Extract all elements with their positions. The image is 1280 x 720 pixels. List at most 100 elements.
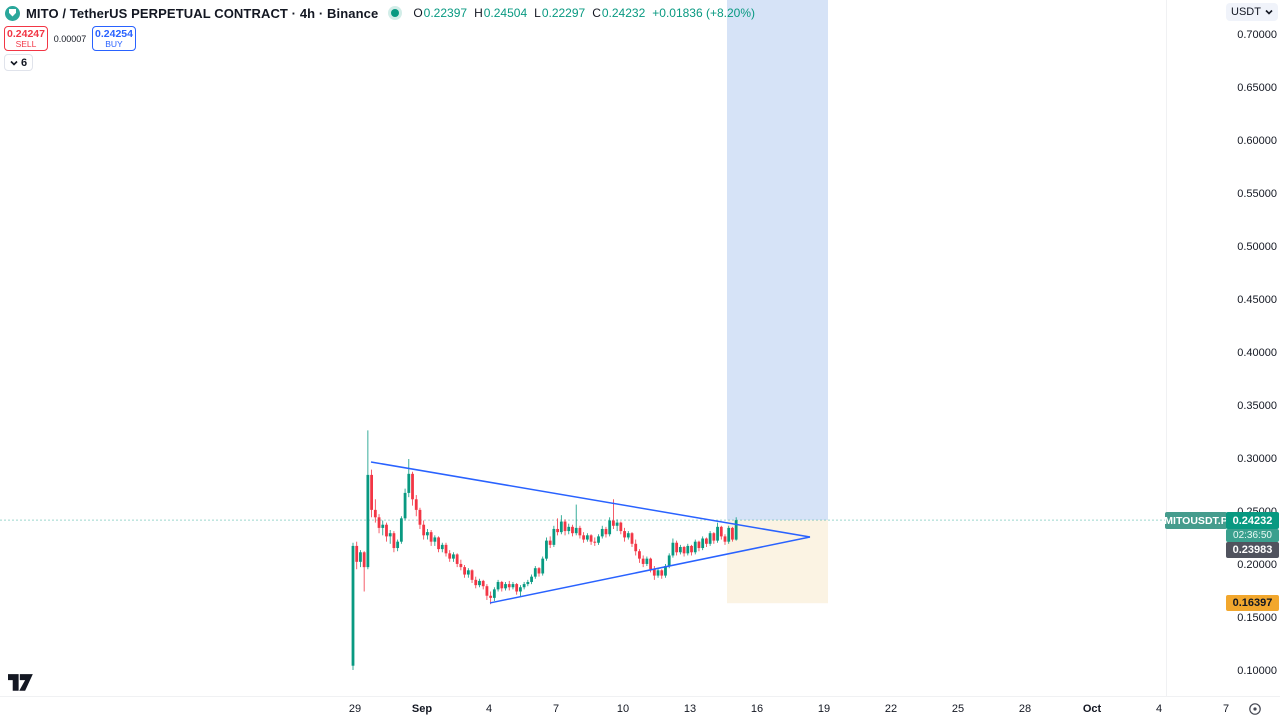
- candle: [519, 587, 522, 592]
- candle: [537, 568, 541, 574]
- candle: [533, 568, 537, 577]
- price-tick-label: 0.45000: [1237, 294, 1277, 306]
- level-price-label: 0.16397: [1226, 595, 1279, 612]
- symbol-logo-icon: [5, 5, 20, 21]
- price-tick-label: 0.10000: [1237, 665, 1277, 677]
- symbol-title[interactable]: MITO / TetherUS PERPETUAL CONTRACT · 4h …: [26, 5, 379, 21]
- candle: [701, 538, 705, 549]
- spread-value: 0.00007: [53, 33, 87, 44]
- candle: [507, 584, 511, 588]
- sell-button[interactable]: 0.24247 SELL: [4, 26, 48, 51]
- candle: [366, 474, 370, 568]
- last-price-label: 0.24232: [1226, 512, 1279, 530]
- candle: [682, 546, 686, 554]
- candle: [481, 580, 485, 587]
- currency-dropdown[interactable]: USDT: [1226, 3, 1278, 21]
- candle: [444, 544, 448, 554]
- candle: [530, 576, 533, 582]
- candle: [649, 558, 652, 570]
- candle: [686, 545, 690, 554]
- candle: [623, 531, 626, 538]
- highlight-band-blue: [727, 0, 828, 521]
- time-tick-label: 10: [616, 703, 630, 715]
- time-tick-label: 7: [552, 703, 560, 715]
- candle: [660, 570, 664, 576]
- indicator-count: 6: [21, 56, 28, 69]
- candle: [600, 528, 604, 537]
- candle: [712, 533, 716, 541]
- candle: [585, 535, 589, 540]
- price-tick-label: 0.40000: [1237, 347, 1277, 359]
- candle: [723, 536, 727, 542]
- symbol-legend[interactable]: MITO / TetherUS PERPETUAL CONTRACT · 4h …: [5, 4, 755, 22]
- close-label: C: [592, 6, 601, 20]
- sell-label: SELL: [15, 38, 37, 49]
- candle: [485, 586, 489, 596]
- candle: [437, 537, 440, 550]
- candle: [693, 541, 697, 553]
- candle: [667, 555, 671, 567]
- price-tick-label: 0.70000: [1237, 29, 1277, 41]
- candle: [630, 533, 634, 544]
- buy-price: 0.24254: [95, 27, 133, 40]
- candle: [478, 580, 481, 586]
- time-tick-label: 29: [348, 703, 362, 715]
- price-tick-label: 0.60000: [1237, 135, 1277, 147]
- go-to-realtime-button[interactable]: [1247, 701, 1263, 717]
- candle: [645, 558, 649, 564]
- candle: [638, 551, 641, 559]
- highlight-band-beige: [727, 520, 828, 604]
- candle: [504, 584, 507, 589]
- price-tick-label: 0.15000: [1237, 612, 1277, 624]
- candle: [500, 581, 504, 589]
- candle: [582, 535, 586, 540]
- market-open-dot-icon[interactable]: [391, 9, 400, 17]
- candle: [641, 558, 645, 564]
- candle: [619, 522, 623, 532]
- candle: [489, 595, 493, 598]
- candle: [678, 546, 682, 553]
- candle: [359, 552, 362, 562]
- price-axis[interactable]: USDT 0.70000 0.65000 0.60000 0.55000 0.50000…: [1164, 0, 1280, 696]
- price-tick-label: 0.65000: [1237, 82, 1277, 94]
- candle: [552, 528, 556, 545]
- symbol-price-tag: MITOUSDT.P: [1164, 512, 1228, 530]
- candle-countdown-label: 02:36:50: [1226, 529, 1279, 543]
- candle: [656, 570, 660, 576]
- candle: [411, 473, 414, 500]
- candle: [526, 581, 530, 585]
- candle: [716, 526, 719, 541]
- candle: [612, 520, 615, 526]
- candle: [626, 533, 630, 538]
- secondary-price-label: 0.23983: [1226, 542, 1279, 559]
- candle: [455, 554, 459, 564]
- candle: [399, 518, 403, 542]
- candle: [690, 545, 693, 553]
- candle: [396, 541, 400, 549]
- object-tree-toggle[interactable]: 6: [4, 54, 34, 71]
- candle: [373, 509, 377, 518]
- candle: [615, 522, 619, 526]
- candle: [351, 545, 355, 666]
- candle: [426, 532, 429, 536]
- candle: [574, 527, 578, 534]
- price-tick-label: 0.55000: [1237, 188, 1277, 200]
- time-axis[interactable]: 29 Sep 4 7 10 13 16 19 22 25 28 Oct 4 7: [0, 696, 1280, 720]
- candle: [559, 521, 563, 533]
- candle: [448, 553, 452, 559]
- time-tick-label: 7: [1222, 703, 1230, 715]
- time-tick-label: 19: [817, 703, 831, 715]
- trendline: [489, 536, 811, 604]
- candle: [515, 584, 519, 592]
- buy-button[interactable]: 0.24254 BUY: [92, 26, 136, 51]
- candle: [466, 570, 470, 575]
- candle: [671, 542, 675, 556]
- candle: [652, 569, 656, 576]
- time-tick-label: 4: [485, 703, 493, 715]
- price-tick-label: 0.35000: [1237, 400, 1277, 412]
- candle: [385, 524, 388, 537]
- chevron-down-icon: [1265, 9, 1273, 15]
- time-tick-label: Oct: [1082, 703, 1102, 715]
- tradingview-logo[interactable]: [8, 673, 34, 691]
